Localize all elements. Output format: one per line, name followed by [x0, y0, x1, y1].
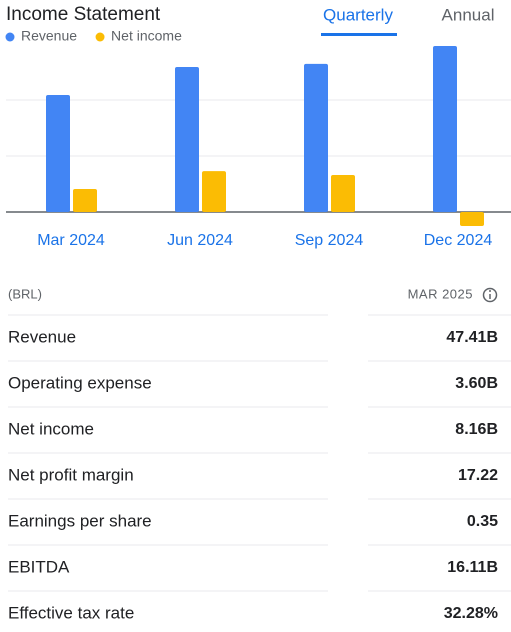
bar — [433, 45, 457, 213]
unit: (BRL) — [8, 286, 42, 301]
tab[interactable]: Quarterly — [323, 5, 393, 24]
row-label: EBITDA — [8, 557, 70, 576]
legend-dot — [5, 32, 15, 42]
bar — [331, 175, 355, 212]
legend-label: Revenue — [21, 28, 77, 44]
row-value: 8.16B — [455, 421, 498, 438]
row-value: 16.11B — [447, 559, 498, 576]
info-icon[interactable] — [482, 287, 498, 303]
row-value: 3.60B — [455, 375, 498, 392]
bar — [460, 212, 484, 226]
x-tick-label: Mar 2024 — [37, 232, 105, 249]
bar — [202, 171, 226, 212]
legend-dot — [95, 32, 105, 42]
x-tick-label: Dec 2024 — [424, 232, 493, 249]
row-value: 32.28% — [444, 605, 498, 622]
bar — [304, 63, 328, 212]
bar — [46, 94, 70, 212]
row-label: Net income — [8, 419, 94, 438]
row-value: 47.41B — [446, 329, 498, 346]
row-value: 17.22 — [458, 467, 498, 484]
row-value: 0.35 — [467, 513, 498, 530]
x-tick-label: Jun 2024 — [167, 232, 233, 249]
row-label: Net profit margin — [8, 465, 134, 484]
x-tick-label: Sep 2024 — [295, 232, 364, 249]
row-label: Earnings per share — [8, 511, 152, 530]
period: MAR 2025 — [408, 286, 473, 301]
tab-underline — [321, 33, 397, 36]
row-label: Effective tax rate — [8, 603, 134, 622]
legend-label: Net income — [111, 28, 182, 44]
bar — [175, 66, 199, 213]
row-label: Operating expense — [8, 373, 152, 392]
row-label: Revenue — [8, 327, 76, 346]
tab[interactable]: Annual — [442, 5, 495, 24]
bar — [73, 189, 97, 212]
title: Income Statement — [6, 4, 161, 25]
